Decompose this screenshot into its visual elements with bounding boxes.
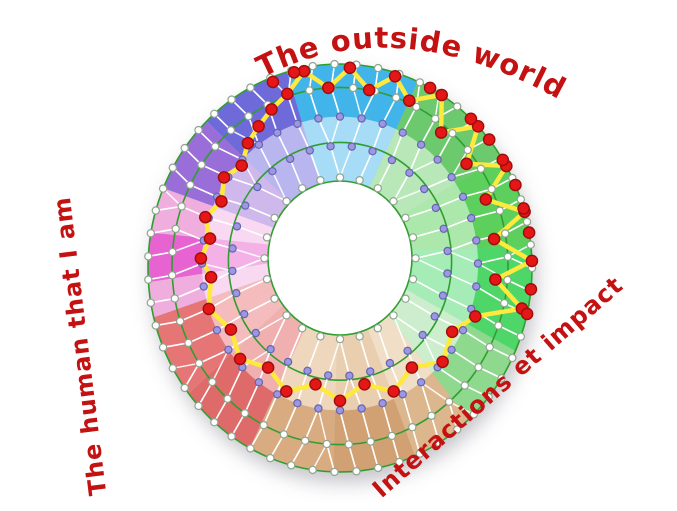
sector-salmon-2-outer — [188, 353, 276, 449]
sector-magenta-inner — [201, 238, 270, 274]
sector-green-bright-outer — [466, 246, 532, 351]
red-nodes — [194, 61, 539, 408]
sector-violet-inner — [213, 157, 290, 228]
wheel-layer — [144, 59, 539, 477]
sector-pale-pink-1-outer — [150, 188, 213, 238]
sector-periwinkle-inner — [244, 122, 321, 203]
sector-green-light-outer — [432, 323, 516, 420]
sector-tan-3-inner — [368, 315, 433, 399]
sector-pale-pink-2-inner — [202, 263, 271, 299]
sector-green-mid-inner — [400, 183, 478, 250]
sector-green-bright-inner — [405, 248, 478, 324]
sector-periwinkle-outer — [206, 71, 302, 158]
sector-tan-2-outer — [333, 398, 415, 473]
label-human-that-i-am: The human that I am — [48, 195, 112, 497]
wheel-hole — [268, 181, 412, 335]
sector-tan-1-outer — [249, 393, 336, 472]
